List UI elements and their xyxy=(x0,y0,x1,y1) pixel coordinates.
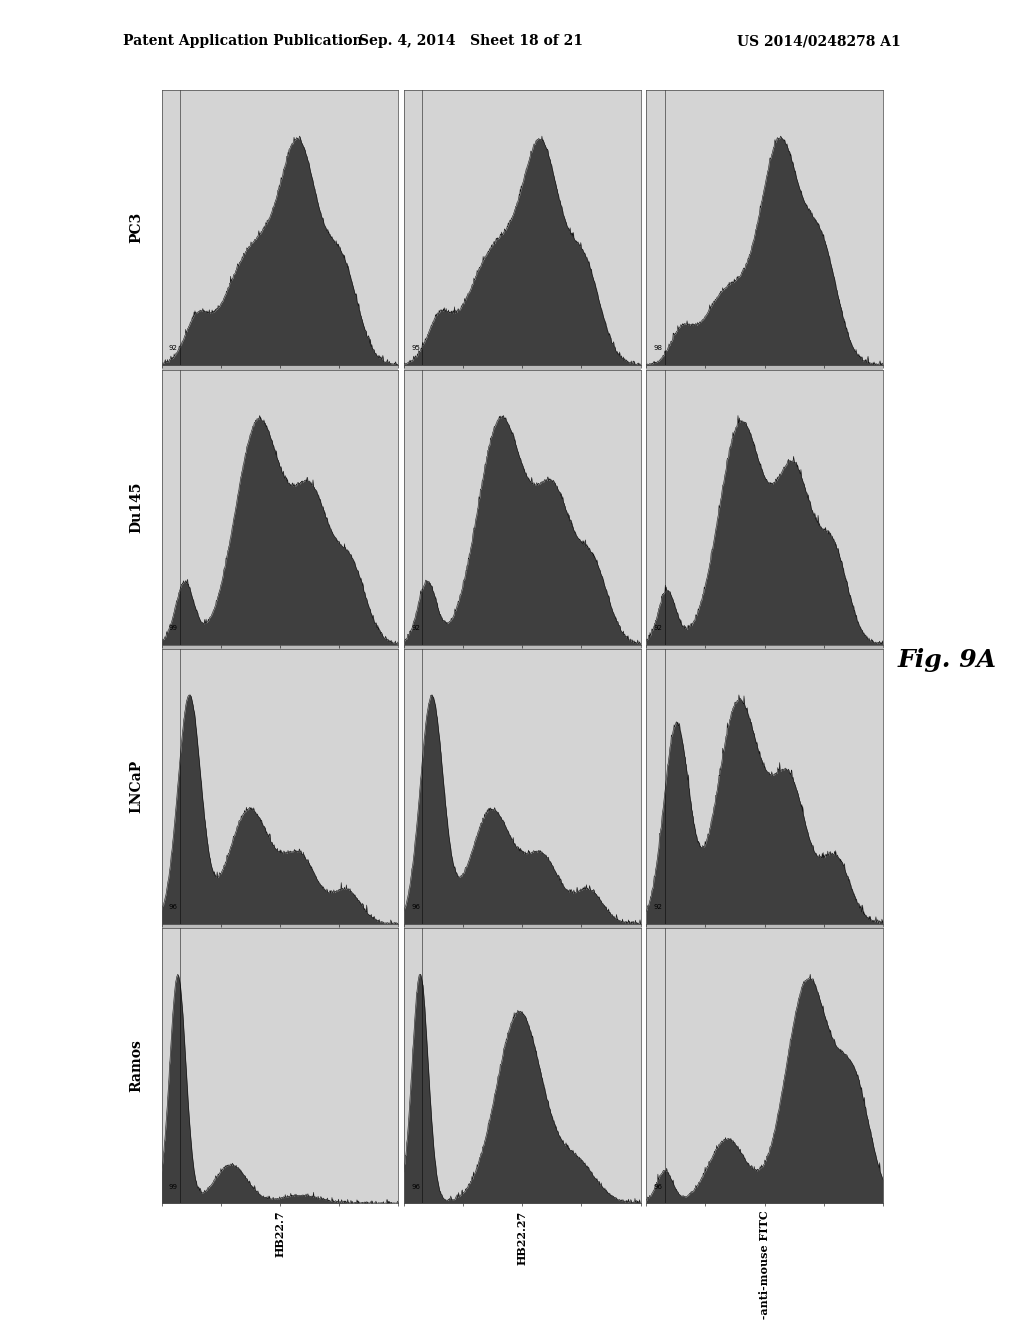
Bar xyxy=(646,90,883,1204)
Text: 95: 95 xyxy=(411,346,420,351)
Text: HB22.27: HB22.27 xyxy=(517,1210,527,1265)
Text: 96: 96 xyxy=(653,1184,663,1189)
Text: 96: 96 xyxy=(411,904,420,911)
Text: 96: 96 xyxy=(169,904,178,911)
Text: Fig. 9A: Fig. 9A xyxy=(898,648,996,672)
Text: HB22.7: HB22.7 xyxy=(274,1210,286,1257)
Text: 92: 92 xyxy=(411,624,420,631)
Text: 98: 98 xyxy=(653,346,663,351)
Text: Sep. 4, 2014   Sheet 18 of 21: Sep. 4, 2014 Sheet 18 of 21 xyxy=(359,34,583,49)
Text: 96: 96 xyxy=(411,1184,420,1189)
Bar xyxy=(404,90,640,1204)
Text: 99: 99 xyxy=(169,624,178,631)
Text: 92: 92 xyxy=(169,346,177,351)
Text: Du145: Du145 xyxy=(129,482,143,533)
Text: Ramos: Ramos xyxy=(129,1039,143,1093)
Text: 99: 99 xyxy=(169,1184,178,1189)
Text: goat-anti-mouse FITC: goat-anti-mouse FITC xyxy=(759,1210,770,1320)
Text: 92: 92 xyxy=(653,904,663,911)
Text: PC3: PC3 xyxy=(129,213,143,243)
Text: US 2014/0248278 A1: US 2014/0248278 A1 xyxy=(737,34,901,49)
Text: 92: 92 xyxy=(653,624,663,631)
Bar xyxy=(162,90,398,1204)
Text: LNCaP: LNCaP xyxy=(129,760,143,813)
Text: Patent Application Publication: Patent Application Publication xyxy=(123,34,362,49)
